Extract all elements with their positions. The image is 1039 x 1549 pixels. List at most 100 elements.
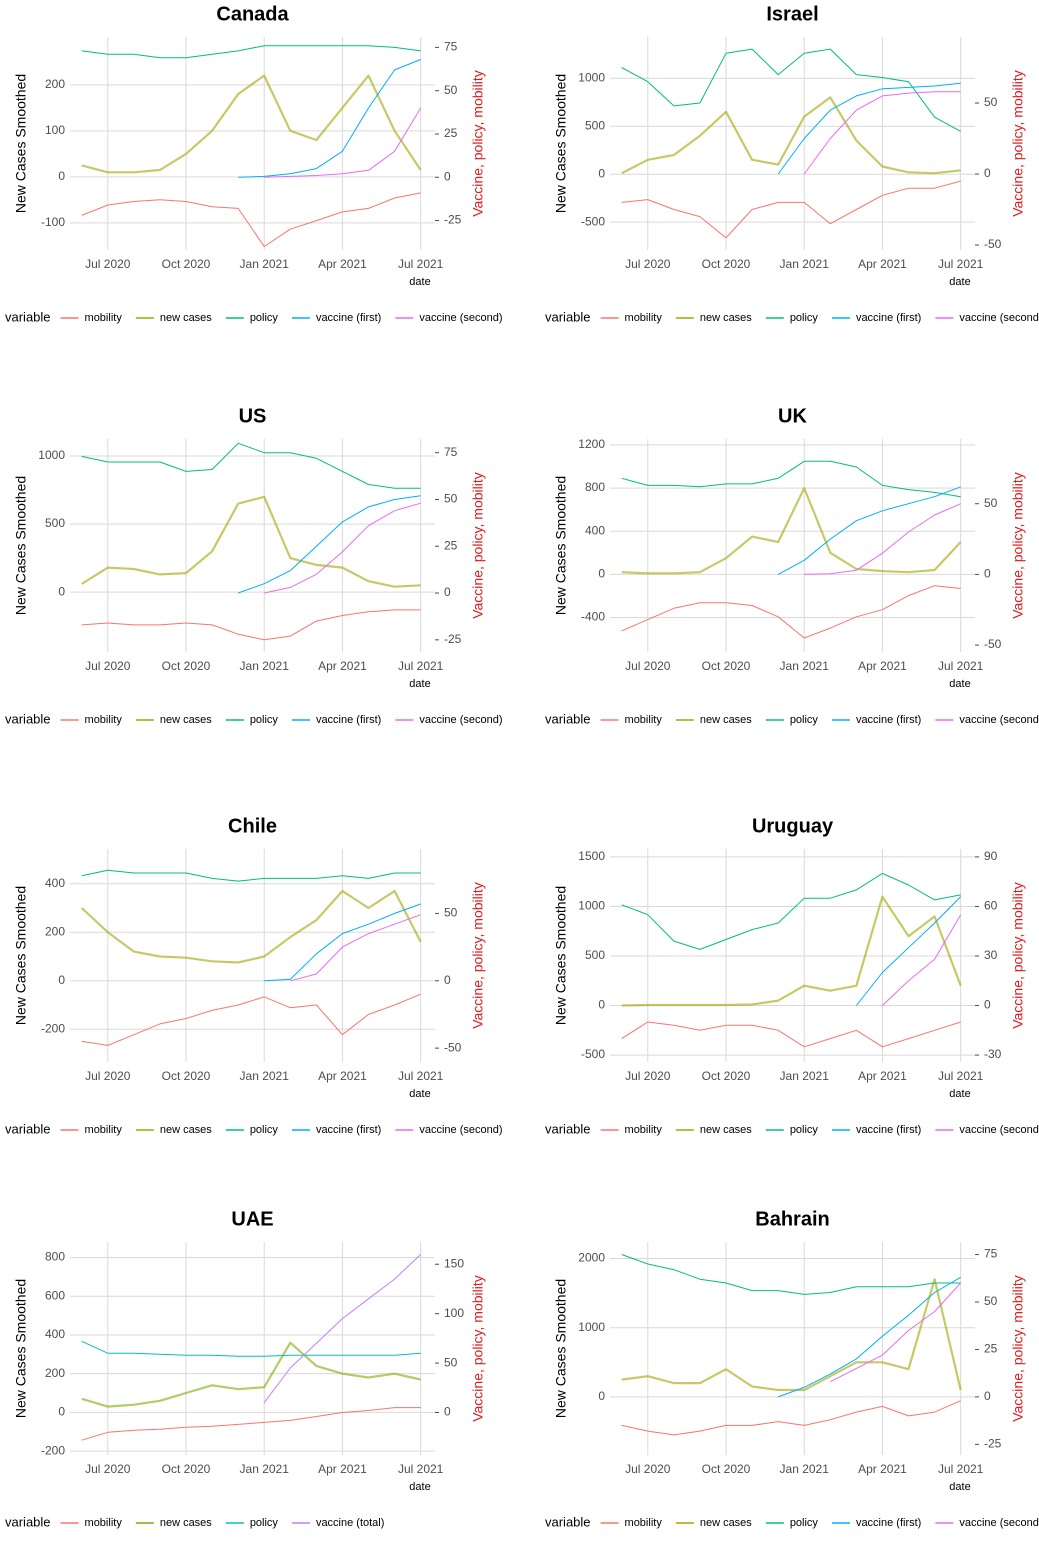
panel: Canada -100 0 100 200 Jul 2020 Oct 2020 Jan 202… — [5, 3, 503, 324]
panel: Chile -200 0 200 400 Jul 2020 Oct 2020 Jan 2021… — [5, 815, 503, 1136]
series-line — [81, 45, 421, 59]
series-line — [621, 48, 961, 132]
y2-tick-label: -25 — [444, 213, 462, 227]
y-tick-label: 0 — [58, 973, 65, 987]
legend-label: new cases — [160, 714, 212, 726]
chart-title: Uruguay — [752, 815, 834, 837]
panel: UK -400 0 400 800 1200 Jul 2020 Oct 2020 Jan 202… — [545, 405, 1039, 726]
x-tick-label: Jul 2021 — [398, 1462, 444, 1476]
legend-label: policy — [790, 312, 819, 324]
legend-label: policy — [250, 1517, 279, 1529]
x-tick-label: Jul 2020 — [85, 1069, 131, 1083]
x-tick-label: Jan 2021 — [780, 1069, 830, 1083]
legend-label: mobility — [85, 1124, 123, 1136]
series-line — [621, 1400, 961, 1436]
y2-tick-label: 75 — [444, 445, 458, 459]
chart-title: UAE — [231, 1208, 273, 1230]
series-line — [856, 896, 962, 1006]
legend-label: mobility — [625, 1517, 663, 1529]
legend-title: variable — [545, 1121, 591, 1136]
y2-tick-label: -25 — [984, 1437, 1002, 1451]
series-line — [621, 96, 961, 175]
y-tick-label: 0 — [58, 169, 65, 183]
y-tick-label: 800 — [45, 1250, 65, 1264]
series-line — [81, 192, 421, 247]
y2-tick-label: 0 — [984, 166, 991, 180]
y-tick-label: 600 — [45, 1288, 65, 1302]
y2-axis-title: Vaccine, policy, mobility — [1010, 1275, 1026, 1422]
panel: UAE -200 0 200 400 600 800 Jul 2020 Oct 2020 Jan … — [5, 1208, 486, 1529]
x-axis-title: date — [949, 1481, 970, 1493]
y2-tick-label: -50 — [984, 237, 1002, 251]
series-line — [621, 487, 962, 575]
y-tick-label: 0 — [598, 166, 605, 180]
y2-tick-label: 50 — [444, 1355, 458, 1369]
y-tick-label: 200 — [45, 1366, 65, 1380]
x-tick-label: Apr 2021 — [858, 1462, 907, 1476]
y-axis-title: New Cases Smoothed — [13, 886, 29, 1025]
legend-label: vaccine (second) — [959, 1124, 1039, 1136]
x-axis-title: date — [409, 276, 430, 288]
y-tick-label: 800 — [585, 480, 605, 494]
x-tick-label: Apr 2021 — [318, 1069, 367, 1083]
legend-label: vaccine (total) — [316, 1517, 384, 1529]
legend-title: variable — [545, 309, 591, 324]
legend-label: vaccine (first) — [316, 714, 381, 726]
series-line — [264, 107, 422, 178]
x-tick-label: Oct 2020 — [162, 659, 211, 673]
series-line — [621, 895, 962, 1007]
x-tick-label: Jul 2020 — [85, 659, 131, 673]
y-tick-label: 1000 — [578, 70, 605, 84]
series-line — [621, 1278, 962, 1392]
series-line — [81, 495, 421, 588]
x-tick-label: Oct 2020 — [702, 257, 751, 271]
y2-tick-label: 50 — [984, 1294, 998, 1308]
y2-axis-title: Vaccine, policy, mobility — [1010, 70, 1026, 217]
y2-tick-label: 50 — [984, 496, 998, 510]
panel: Uruguay -500 0 500 1000 1500 Jul 2020 Oct 2020 J… — [545, 815, 1039, 1136]
y-tick-label: 500 — [585, 118, 605, 132]
x-tick-label: Jan 2021 — [780, 1462, 830, 1476]
y2-axis-title: Vaccine, policy, mobility — [1010, 472, 1026, 619]
x-axis-title: date — [949, 1088, 970, 1100]
y2-tick-label: -50 — [984, 637, 1002, 651]
series-line — [81, 993, 421, 1046]
y2-axis-title: Vaccine, policy, mobility — [470, 1275, 486, 1422]
legend-title: variable — [5, 1121, 51, 1136]
x-tick-label: Jan 2021 — [240, 257, 290, 271]
legend-label: policy — [250, 714, 279, 726]
x-tick-label: Jul 2020 — [625, 1069, 671, 1083]
series-line — [238, 495, 421, 594]
y2-tick-label: -25 — [444, 632, 462, 646]
x-tick-label: Apr 2021 — [858, 659, 907, 673]
y-tick-label: 0 — [58, 584, 65, 598]
legend-label: new cases — [700, 1124, 752, 1136]
x-axis-title: date — [949, 678, 970, 690]
x-tick-label: Jan 2021 — [780, 257, 830, 271]
x-tick-label: Jan 2021 — [240, 1069, 290, 1083]
series-line — [621, 180, 961, 239]
series-line — [830, 1282, 962, 1383]
x-tick-label: Jan 2021 — [780, 659, 830, 673]
series-line — [264, 903, 421, 982]
y-axis-title: New Cases Smoothed — [553, 886, 569, 1025]
x-tick-label: Jul 2020 — [85, 257, 131, 271]
y-tick-label: 1000 — [578, 1320, 605, 1334]
y-axis-title: New Cases Smoothed — [553, 74, 569, 213]
series-line — [777, 486, 961, 575]
y-tick-label: 1500 — [578, 849, 605, 863]
x-tick-label: Oct 2020 — [162, 1462, 211, 1476]
series-line — [621, 1021, 961, 1048]
y-tick-label: 400 — [45, 1327, 65, 1341]
legend-label: mobility — [625, 714, 663, 726]
legend-label: vaccine (second) — [419, 714, 502, 726]
series-line — [882, 914, 962, 1006]
series-line — [804, 503, 961, 575]
legend-label: new cases — [700, 312, 752, 324]
legend-title: variable — [545, 1514, 591, 1529]
y-tick-label: -100 — [41, 215, 65, 229]
series-line — [621, 585, 961, 639]
y2-tick-label: -30 — [984, 1047, 1002, 1061]
legend-label: mobility — [625, 312, 663, 324]
